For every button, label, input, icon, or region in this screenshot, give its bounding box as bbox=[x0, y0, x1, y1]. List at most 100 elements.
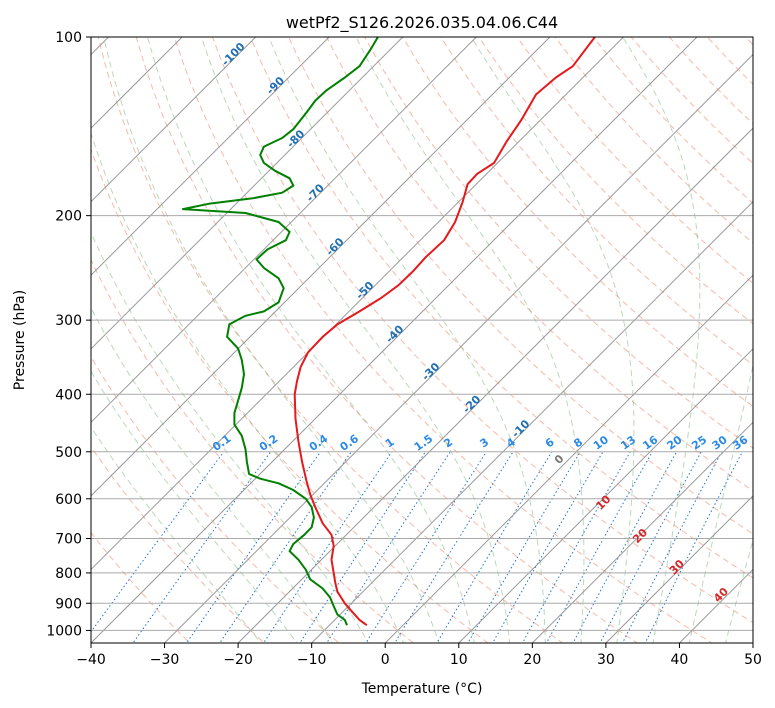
dewpoint-profile-line bbox=[181, 37, 379, 626]
moist-adiabat-label: 30 bbox=[667, 557, 687, 577]
isotherm-label: -60 bbox=[323, 235, 346, 258]
mixing-ratio-label: 10 bbox=[591, 433, 611, 453]
mixing-ratio-label: 20 bbox=[665, 433, 685, 453]
mixing-ratio-label: 0.4 bbox=[307, 432, 331, 454]
background-lines bbox=[91, 37, 753, 643]
mixing-ratio-label: 0.2 bbox=[257, 432, 280, 454]
y-axis: 100 200 300 400 500 600 700 800 900 1000 bbox=[46, 30, 91, 639]
mixing-ratio-label: 1 bbox=[383, 435, 397, 450]
x-tick-label: −10 bbox=[297, 652, 327, 668]
y-tick-label: 300 bbox=[55, 313, 82, 329]
mixing-ratio-line bbox=[644, 451, 743, 643]
isotherm-line bbox=[91, 37, 404, 350]
mixing-ratio-label: 36 bbox=[730, 433, 750, 453]
moist-adiabat-label: 10 bbox=[593, 492, 613, 512]
x-axis-label: Temperature (°C) bbox=[361, 681, 483, 697]
dry-adiabat-line bbox=[173, 37, 713, 643]
mixing-ratio-line bbox=[467, 451, 581, 643]
x-tick-label: 20 bbox=[523, 652, 541, 668]
isotherm-line bbox=[237, 127, 753, 643]
x-tick-label: −30 bbox=[150, 652, 180, 668]
y-tick-label: 1000 bbox=[46, 623, 82, 639]
profile-lines bbox=[181, 37, 596, 627]
moist-adiabat-line bbox=[103, 37, 440, 643]
dry-adiabat-line bbox=[91, 258, 415, 643]
moist-adiabat-line bbox=[470, 37, 635, 643]
moist-adiabat-line bbox=[147, 37, 475, 643]
isotherm-label: -50 bbox=[353, 279, 376, 302]
moist-adiabat-line bbox=[91, 306, 334, 643]
dry-adiabat-line bbox=[478, 37, 753, 325]
x-tick-label: 0 bbox=[381, 652, 390, 668]
dry-adiabat-line bbox=[288, 37, 753, 535]
dry-adiabat-line bbox=[402, 37, 753, 407]
mixing-ratio-line bbox=[91, 451, 225, 633]
isotherm-label: -90 bbox=[264, 74, 287, 97]
chart-title: wetPf2_S126.2026.035.04.06.C44 bbox=[286, 13, 558, 33]
isotherm-label: -70 bbox=[304, 181, 327, 204]
dry-adiabat-line bbox=[592, 37, 753, 204]
dry-adiabat-line bbox=[97, 37, 564, 643]
mixing-ratio-label: 16 bbox=[640, 433, 660, 453]
dry-adiabat-line bbox=[440, 37, 753, 366]
dry-adiabat-line bbox=[745, 37, 753, 46]
moist-adiabat-line bbox=[688, 362, 753, 643]
isotherm-line bbox=[91, 37, 698, 643]
x-tick-label: 10 bbox=[450, 652, 468, 668]
isotherm-label: -10 bbox=[509, 417, 532, 440]
isotherm-line bbox=[91, 37, 330, 276]
mixing-ratio-line bbox=[436, 451, 553, 643]
dry-adiabat-line bbox=[326, 37, 753, 492]
dry-adiabat-line bbox=[668, 37, 753, 125]
background-line-labels: -100-90-80-70-60-50-40-30-20-100.1 0.2 0.4… bbox=[210, 40, 751, 605]
moist-adiabat-line bbox=[91, 231, 369, 643]
mixing-ratio-label: 3 bbox=[478, 435, 492, 450]
dry-adiabat-line bbox=[516, 37, 753, 284]
x-tick-label: 40 bbox=[671, 652, 689, 668]
isotherm-label: -20 bbox=[460, 393, 483, 416]
moist-adiabat-line bbox=[91, 370, 298, 643]
moist-adiabat-line bbox=[622, 37, 701, 643]
moist-adiabat-line bbox=[268, 37, 546, 643]
mixing-ratio-line bbox=[132, 451, 272, 643]
isotherm-line bbox=[531, 421, 753, 643]
moist-adiabat-label: 40 bbox=[711, 585, 731, 605]
y-tick-label: 900 bbox=[55, 596, 82, 612]
y-tick-label: 400 bbox=[55, 387, 82, 403]
plot-frame bbox=[90, 36, 754, 644]
y-tick-label: 200 bbox=[55, 209, 82, 225]
mixing-ratio-label: 6 bbox=[543, 435, 557, 450]
y-axis-label: Pressure (hPa) bbox=[12, 290, 28, 390]
dry-adiabat-line bbox=[249, 37, 753, 579]
isotherm-line bbox=[458, 348, 753, 643]
dry-adiabat-line bbox=[554, 37, 753, 244]
mixing-ratio-line bbox=[546, 451, 653, 643]
x-tick-label: 30 bbox=[597, 652, 615, 668]
isotherm-line bbox=[384, 274, 753, 643]
isotherm-line bbox=[311, 200, 753, 643]
moist-adiabat-label: 0 bbox=[552, 452, 567, 467]
moist-adiabat-label: 20 bbox=[630, 526, 650, 546]
moist-adiabat-line bbox=[355, 37, 585, 643]
moist-adiabat-line bbox=[91, 132, 405, 643]
x-axis: −40 −30 −20 −10 0 10 20 30 40 50 bbox=[76, 643, 762, 668]
isotherm-line bbox=[679, 568, 753, 643]
y-tick-label: 600 bbox=[55, 492, 82, 508]
x-tick-label: −20 bbox=[223, 652, 253, 668]
isotherm-line bbox=[91, 37, 257, 203]
mixing-ratio-line bbox=[394, 451, 514, 643]
y-tick-label: 500 bbox=[55, 445, 82, 461]
dry-adiabat-line bbox=[364, 37, 753, 449]
dry-adiabat-line bbox=[706, 37, 753, 85]
moist-adiabat-line bbox=[725, 538, 753, 643]
mixing-ratio-label: 30 bbox=[710, 433, 730, 453]
moist-adiabat-line bbox=[91, 426, 262, 643]
x-tick-label: 50 bbox=[744, 652, 762, 668]
y-tick-label: 800 bbox=[55, 566, 82, 582]
y-tick-label: 700 bbox=[55, 532, 82, 548]
mixing-ratio-label: 8 bbox=[571, 435, 585, 450]
y-tick-label: 100 bbox=[55, 30, 82, 46]
isotherm-line bbox=[752, 642, 753, 643]
x-tick-label: −40 bbox=[76, 652, 106, 668]
